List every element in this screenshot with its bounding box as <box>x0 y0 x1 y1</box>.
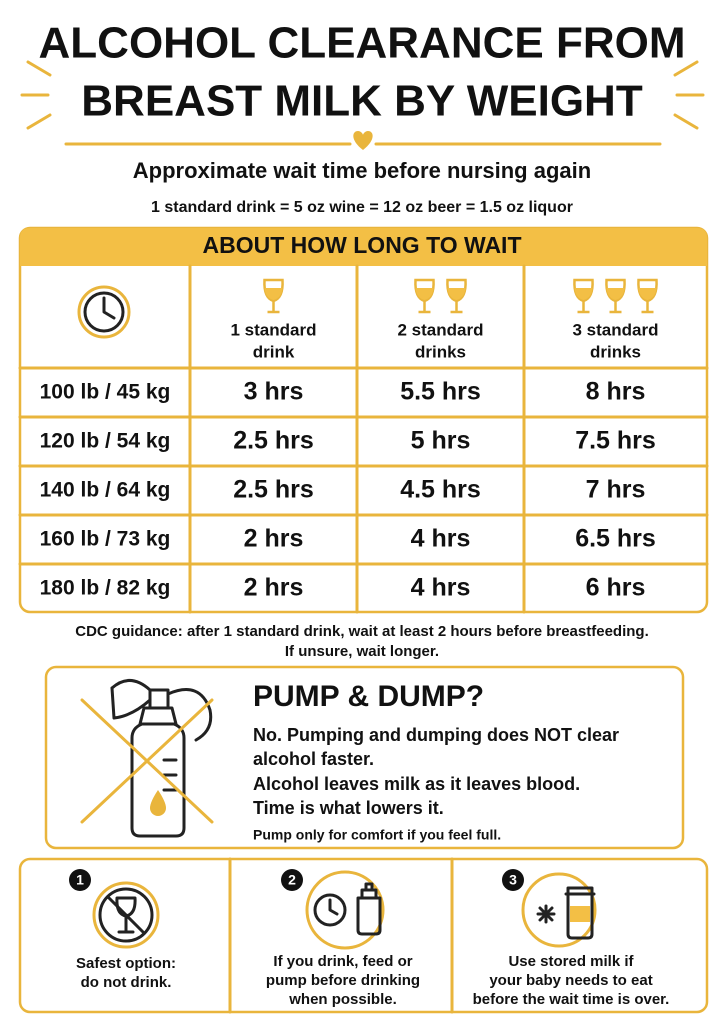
glass-fill <box>447 288 466 300</box>
pump-icon <box>80 679 214 838</box>
tip-text: your baby needs to eat <box>489 972 652 989</box>
glass-fill <box>606 288 625 300</box>
pump-box: PUMP & DUMP? No. Pumping and dumping doe… <box>44 665 685 850</box>
tip-text: when possible. <box>288 991 397 1008</box>
pump-line: alcohol faster. <box>253 749 374 769</box>
weight-label: 140 lb / 64 kg <box>40 479 171 502</box>
tip-number-badge <box>502 869 524 891</box>
weight-label: 120 lb / 54 kg <box>40 430 171 453</box>
column-header: drink <box>253 342 295 361</box>
tip-number: 3 <box>509 872 517 888</box>
wait-time: 6.5 hrs <box>575 525 656 553</box>
wait-time: 2.5 hrs <box>233 427 314 455</box>
glass-icons <box>263 278 658 314</box>
column-header: drinks <box>590 342 641 361</box>
tip-icon <box>92 881 160 949</box>
title: ALCOHOL CLEARANCE FROM <box>39 19 686 68</box>
wait-time: 7.5 hrs <box>575 427 656 455</box>
title: BREAST MILK BY WEIGHT <box>81 77 643 126</box>
wait-time: 2 hrs <box>244 525 304 553</box>
note: CDC guidance: after 1 standard drink, wa… <box>75 623 648 640</box>
tip-text: Use stored milk if <box>508 953 634 970</box>
tip-number: 1 <box>76 872 84 888</box>
wait-time: 2 hrs <box>244 574 304 602</box>
table-title: ABOUT HOW LONG TO WAIT <box>203 232 522 258</box>
pump-small: Pump only for comfort if you feel full. <box>253 827 501 843</box>
weight-label: 160 lb / 73 kg <box>40 528 171 551</box>
wait-time: 6 hrs <box>586 574 646 602</box>
wait-time: 4.5 hrs <box>400 476 481 504</box>
pump-title: PUMP & DUMP? <box>253 680 484 713</box>
tip-text: pump before drinking <box>266 972 420 989</box>
wait-time: 7 hrs <box>586 476 646 504</box>
tip-text: do not drink. <box>81 974 172 991</box>
tips-box: 1 Safest option: do not drink. 2 If you drin… <box>18 857 709 1014</box>
column-header: 1 standard <box>231 320 317 339</box>
pump-line: Alcohol leaves milk as it leaves blood. <box>253 774 580 794</box>
decoration <box>20 60 705 150</box>
tip-text: If you drink, feed or <box>273 953 412 970</box>
wait-time: 3 hrs <box>244 378 304 406</box>
glass-fill <box>264 288 283 300</box>
wait-time: 8 hrs <box>586 378 646 406</box>
tip-number-badge <box>281 869 303 891</box>
note: If unsure, wait longer. <box>285 643 439 660</box>
pump-line: No. Pumping and dumping does NOT clear <box>253 725 619 745</box>
subtitle: Approximate wait time before nursing aga… <box>133 158 591 183</box>
tip-number-badge <box>69 869 91 891</box>
pump-line: Time is what lowers it. <box>253 798 444 818</box>
tip-number: 2 <box>288 872 296 888</box>
wait-time: 4 hrs <box>411 574 471 602</box>
glass-fill <box>638 288 657 300</box>
glass-fill <box>574 288 593 300</box>
column-header: 3 standard <box>573 320 659 339</box>
equivalence: 1 standard drink = 5 oz wine = 12 oz bee… <box>151 199 573 216</box>
clock-icon <box>77 285 131 339</box>
wait-time: 2.5 hrs <box>233 476 314 504</box>
table: ABOUT HOW LONG TO WAIT 1 standard drink 2 … <box>18 226 709 614</box>
tip-icon <box>305 870 385 950</box>
wait-time: 5.5 hrs <box>400 378 481 406</box>
tip-icon <box>521 872 597 948</box>
wait-time: 5 hrs <box>411 427 471 455</box>
glass-fill <box>415 288 434 300</box>
weight-label: 180 lb / 82 kg <box>40 577 171 600</box>
column-header: 2 standard <box>398 320 484 339</box>
tip-text: Safest option: <box>76 955 176 972</box>
tip-text: before the wait time is over. <box>473 991 670 1008</box>
column-header: drinks <box>415 342 466 361</box>
weight-label: 100 lb / 45 kg <box>40 381 171 404</box>
wait-time: 4 hrs <box>411 525 471 553</box>
